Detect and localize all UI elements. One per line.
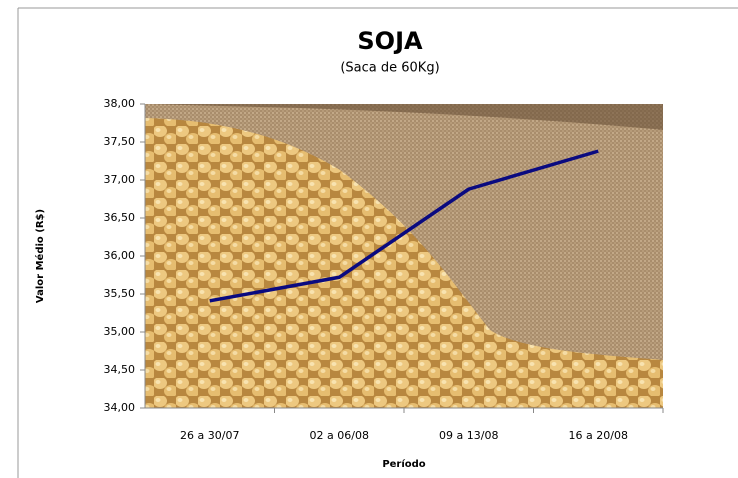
chart-title: SOJA [357, 27, 423, 55]
y-tick-label: 36,00 [104, 249, 136, 262]
plot-background [145, 104, 663, 408]
x-axis-label: Período [382, 458, 425, 470]
x-tick-label: 09 a 13/08 [439, 429, 498, 442]
y-tick-label: 35,50 [104, 287, 136, 300]
chart-subtitle: (Saca de 60Kg) [340, 61, 439, 76]
x-tick-label: 02 a 06/08 [310, 429, 369, 442]
y-tick-label: 35,00 [104, 325, 136, 338]
y-tick-label: 36,50 [104, 211, 136, 224]
y-tick-label: 34,50 [104, 363, 136, 376]
y-tick-label: 37,50 [104, 135, 136, 148]
chart: SOJA (Saca de 60Kg) Valor Médio (R$) Per… [0, 0, 738, 478]
y-tick-label: 38,00 [104, 97, 136, 110]
y-tick-label: 37,00 [104, 173, 136, 186]
x-tick-label: 16 a 20/08 [569, 429, 628, 442]
y-tick-label: 34,00 [104, 401, 136, 414]
y-axis-label: Valor Médio (R$) [34, 209, 46, 303]
x-tick-label: 26 a 30/07 [180, 429, 239, 442]
